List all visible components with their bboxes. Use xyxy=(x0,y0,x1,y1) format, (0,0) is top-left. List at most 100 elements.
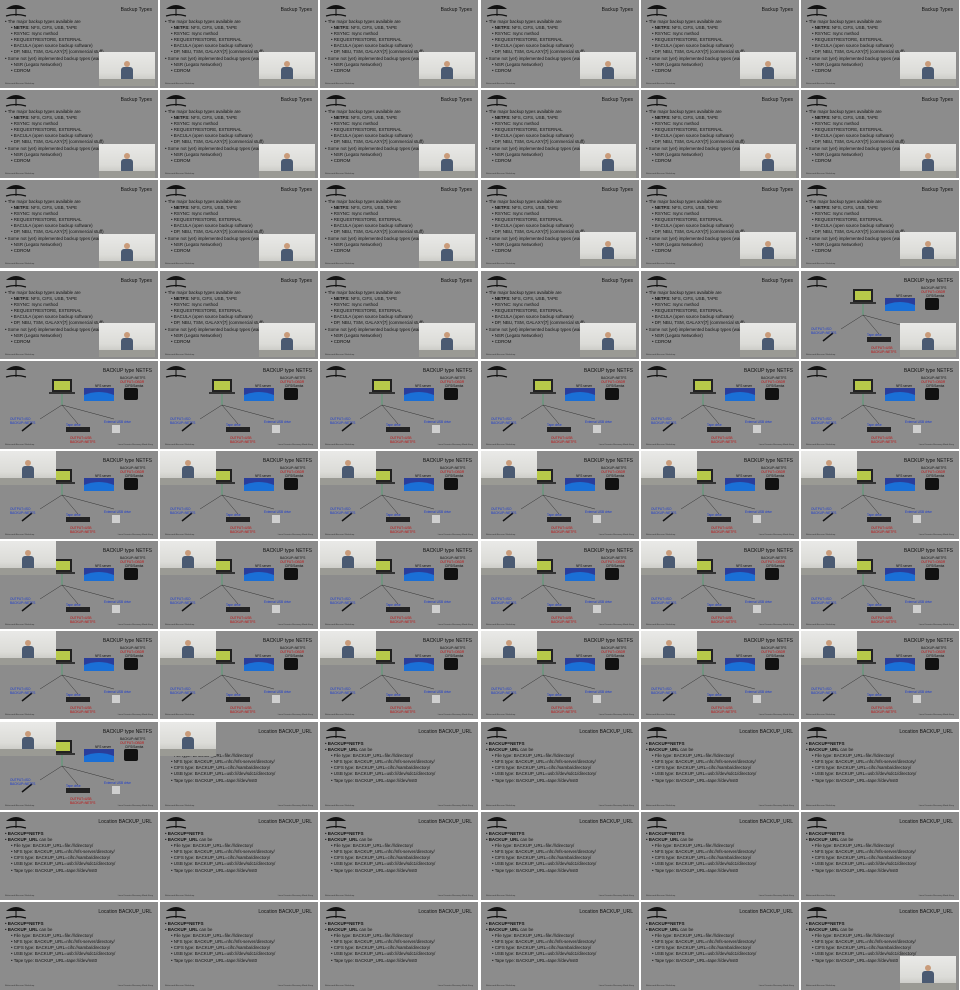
bullet-text: USB type: BACKUP_URL=usb:///dev/sdc1/dir… xyxy=(173,861,276,867)
bullet-item: NETFS: NFS, CIFS, USB, TAPE xyxy=(486,115,636,121)
video-frame-thumbnail[interactable]: Backup TypesThe major backup types avail… xyxy=(641,90,799,178)
video-frame-thumbnail[interactable]: BACKUP type NETFS NFS server CIFS/Samba Tap… xyxy=(160,361,318,449)
video-frame-thumbnail[interactable]: BACKUP type NETFS NFS server CIFS/Samba Tap… xyxy=(481,451,639,539)
external-usb-drive-icon xyxy=(272,695,280,703)
bullet-item: BACKUP_URL can be xyxy=(165,927,315,933)
slide-title: Backup Types xyxy=(601,187,633,193)
video-frame-thumbnail[interactable]: Backup TypesThe major backup types avail… xyxy=(320,180,478,268)
video-frame-thumbnail[interactable]: Location BACKUP_URLBACKUP=NETFSBACKUP_UR… xyxy=(0,812,158,900)
video-frame-thumbnail[interactable]: Backup TypesThe major backup types avail… xyxy=(481,0,639,88)
video-frame-thumbnail[interactable]: Backup TypesThe major backup types avail… xyxy=(0,0,158,88)
video-frame-thumbnail[interactable]: Location BACKUP_URLBACKUP=NETFSBACKUP_UR… xyxy=(801,812,959,900)
video-frame-thumbnail[interactable]: Backup TypesThe major backup types avail… xyxy=(481,180,639,268)
video-frame-thumbnail[interactable]: Backup TypesThe major backup types avail… xyxy=(160,90,318,178)
video-frame-thumbnail[interactable]: Location BACKUP_URLBACKUP=NETFSBACKUP_UR… xyxy=(0,902,158,990)
diagram-label-backup-right: BACKUP=NETFS xyxy=(761,376,787,380)
bullet-item: RSYNC: rsync method xyxy=(325,302,475,308)
video-frame-thumbnail[interactable]: BACKUP type NETFS NFS server CIFS/Samba Tap… xyxy=(481,631,639,719)
slide-footer: Relax-and-Recover Workshop xyxy=(325,534,355,536)
video-frame-thumbnail[interactable]: Backup TypesThe major backup types avail… xyxy=(641,180,799,268)
video-frame-thumbnail[interactable]: BACKUP type NETFS NFS server CIFS/Samba Tap… xyxy=(481,361,639,449)
video-frame-thumbnail[interactable]: BACKUP type NETFS NFS server CIFS/Samba Tap… xyxy=(0,451,158,539)
video-frame-thumbnail[interactable]: Backup TypesThe major backup types avail… xyxy=(801,0,959,88)
video-frame-thumbnail[interactable]: Backup TypesThe major backup types avail… xyxy=(0,90,158,178)
video-frame-thumbnail[interactable]: Location BACKUP_URLBACKUP=NETFSBACKUP_UR… xyxy=(641,812,799,900)
bullet-item: REQUESTRESTORE, EXTERNAL xyxy=(646,37,796,43)
video-frame-thumbnail[interactable]: Location BACKUP_URLBACKUP=NETFSBACKUP_UR… xyxy=(481,902,639,990)
video-frame-thumbnail[interactable]: Backup TypesThe major backup types avail… xyxy=(160,0,318,88)
video-frame-thumbnail[interactable]: BACKUP type NETFS NFS server CIFS/Samba Tap… xyxy=(160,451,318,539)
bullet-text: Some not (yet) implemented backup types … xyxy=(7,55,133,61)
video-frame-thumbnail[interactable]: BACKUP type NETFS NFS server CIFS/Samba Tap… xyxy=(641,631,799,719)
rear-umbrella-logo-icon xyxy=(5,95,27,107)
netfs-diagram xyxy=(502,379,619,433)
video-frame-thumbnail[interactable]: BACKUP type NETFS NFS server CIFS/Samba Tap… xyxy=(320,541,478,629)
diagram-label-backup-left: BACKUP=NETFS xyxy=(651,691,677,695)
bullet-text: RSYNC: rsync method xyxy=(494,211,539,217)
video-frame-thumbnail[interactable]: Backup TypesThe major backup types avail… xyxy=(320,271,478,359)
video-frame-thumbnail[interactable]: Location BACKUP_URLBACKUP=NETFSBACKUP_UR… xyxy=(641,722,799,810)
diagram-label-tape: Tape drive xyxy=(707,603,722,607)
video-frame-thumbnail[interactable]: Location BACKUP_URLBACKUP=NETFSBACKUP_UR… xyxy=(801,722,959,810)
video-frame-thumbnail[interactable]: Backup TypesThe major backup types avail… xyxy=(160,271,318,359)
video-frame-thumbnail[interactable]: BACKUP type NETFS NFS server CIFS/Samba Tap… xyxy=(320,631,478,719)
video-frame-thumbnail[interactable]: Backup TypesThe major backup types avail… xyxy=(481,271,639,359)
video-frame-thumbnail[interactable]: BACKUP type NETFS NFS server CIFS/Samba Tap… xyxy=(801,271,959,359)
video-frame-thumbnail[interactable]: Location BACKUP_URLBACKUP=NETFSBACKUP_UR… xyxy=(320,722,478,810)
video-frame-thumbnail[interactable]: BACKUP type NETFS NFS server CIFS/Samba Tap… xyxy=(0,722,158,810)
video-frame-thumbnail[interactable]: BACKUP type NETFS NFS server CIFS/Samba Tap… xyxy=(641,541,799,629)
video-frame-thumbnail[interactable]: Backup TypesThe major backup types avail… xyxy=(320,90,478,178)
video-frame-thumbnail[interactable]: BACKUP type NETFS NFS server CIFS/Samba Tap… xyxy=(801,361,959,449)
video-frame-thumbnail[interactable]: Backup TypesThe major backup types avail… xyxy=(0,271,158,359)
video-frame-thumbnail[interactable]: Location BACKUP_URLBACKUP=NETFSBACKUP_UR… xyxy=(801,902,959,990)
video-frame-thumbnail[interactable]: BACKUP type NETFS NFS server CIFS/Samba Tap… xyxy=(0,361,158,449)
bullet-text: NFS, CIFS, USB, TAPE xyxy=(670,205,719,211)
presenter-head xyxy=(25,550,31,556)
bullet-item: NETFS: NFS, CIFS, USB, TAPE xyxy=(165,25,315,31)
video-frame-thumbnail[interactable]: BACKUP type NETFS NFS server CIFS/Samba Tap… xyxy=(641,451,799,539)
video-frame-thumbnail[interactable]: Location BACKUP_URLBACKUP=NETFSBACKUP_UR… xyxy=(320,902,478,990)
video-frame-thumbnail[interactable]: BACKUP type NETFS NFS server CIFS/Samba Tap… xyxy=(641,361,799,449)
bullet-item: CDROM xyxy=(5,339,155,345)
video-frame-thumbnail[interactable]: Location BACKUP_URLBACKUP=NETFSBACKUP_UR… xyxy=(160,722,318,810)
video-frame-thumbnail[interactable]: Location BACKUP_URLBACKUP=NETFSBACKUP_UR… xyxy=(160,902,318,990)
video-frame-thumbnail[interactable]: BACKUP type NETFS NFS server CIFS/Samba Tap… xyxy=(481,541,639,629)
usb-stick-icon xyxy=(21,422,33,432)
video-frame-thumbnail[interactable]: Location BACKUP_URLBACKUP=NETFSBACKUP_UR… xyxy=(320,812,478,900)
video-frame-thumbnail[interactable]: Backup TypesThe major backup types avail… xyxy=(481,90,639,178)
diagram-label-tape: Tape drive xyxy=(226,603,241,607)
rear-umbrella-logo-icon xyxy=(806,907,828,919)
external-usb-drive-icon xyxy=(272,605,280,613)
diagram-label-backup-mid: BACKUP=NETFS xyxy=(390,710,416,714)
video-frame-thumbnail[interactable]: Backup TypesThe major backup types avail… xyxy=(641,271,799,359)
video-frame-thumbnail[interactable]: BACKUP type NETFS NFS server CIFS/Samba Tap… xyxy=(160,541,318,629)
laptop-icon xyxy=(530,559,556,574)
diagram-label-backup-right: BACKUP=NETFS xyxy=(601,556,627,560)
video-frame-thumbnail[interactable]: BACKUP type NETFS NFS server CIFS/Samba Tap… xyxy=(320,451,478,539)
video-frame-thumbnail[interactable]: Backup TypesThe major backup types avail… xyxy=(160,180,318,268)
bullet-bold: NETFS: xyxy=(494,25,511,31)
video-frame-thumbnail[interactable]: BACKUP type NETFS NFS server CIFS/Samba Tap… xyxy=(0,631,158,719)
bullet-text: File type: BACKUP_URL=file:///directory/ xyxy=(13,843,94,849)
netfs-diagram xyxy=(822,469,939,523)
bullet-item: USB type: BACKUP_URL=usb:///dev/sdc1/dir… xyxy=(486,771,636,777)
video-frame-thumbnail[interactable]: BACKUP type NETFS NFS server CIFS/Samba Tap… xyxy=(320,361,478,449)
video-frame-thumbnail[interactable]: BACKUP type NETFS NFS server CIFS/Samba Tap… xyxy=(160,631,318,719)
video-frame-thumbnail[interactable]: BACKUP type NETFS NFS server CIFS/Samba Tap… xyxy=(0,541,158,629)
video-frame-thumbnail[interactable]: BACKUP type NETFS NFS server CIFS/Samba Tap… xyxy=(801,631,959,719)
nfs-server-icon xyxy=(84,568,114,581)
video-frame-thumbnail[interactable]: Location BACKUP_URLBACKUP=NETFSBACKUP_UR… xyxy=(481,722,639,810)
video-frame-thumbnail[interactable]: Location BACKUP_URLBACKUP=NETFSBACKUP_UR… xyxy=(641,902,799,990)
bullet-text: BACULA (open source backup software) xyxy=(333,223,413,229)
video-frame-thumbnail[interactable]: Location BACKUP_URLBACKUP=NETFSBACKUP_UR… xyxy=(481,812,639,900)
video-frame-thumbnail[interactable]: Backup TypesThe major backup types avail… xyxy=(0,180,158,268)
video-frame-thumbnail[interactable]: Backup TypesThe major backup types avail… xyxy=(641,0,799,88)
video-frame-thumbnail[interactable]: Location BACKUP_URLBACKUP=NETFSBACKUP_UR… xyxy=(160,812,318,900)
tape-library-icon xyxy=(605,658,619,670)
video-frame-thumbnail[interactable]: Backup TypesThe major backup types avail… xyxy=(801,180,959,268)
video-frame-thumbnail[interactable]: Backup TypesThe major backup types avail… xyxy=(320,0,478,88)
video-frame-thumbnail[interactable]: BACKUP type NETFS NFS server CIFS/Samba Tap… xyxy=(801,541,959,629)
video-frame-thumbnail[interactable]: BACKUP type NETFS NFS server CIFS/Samba Tap… xyxy=(801,451,959,539)
diagram-label-usb: External USB drive xyxy=(264,690,291,694)
video-frame-thumbnail[interactable]: Backup TypesThe major backup types avail… xyxy=(801,90,959,178)
